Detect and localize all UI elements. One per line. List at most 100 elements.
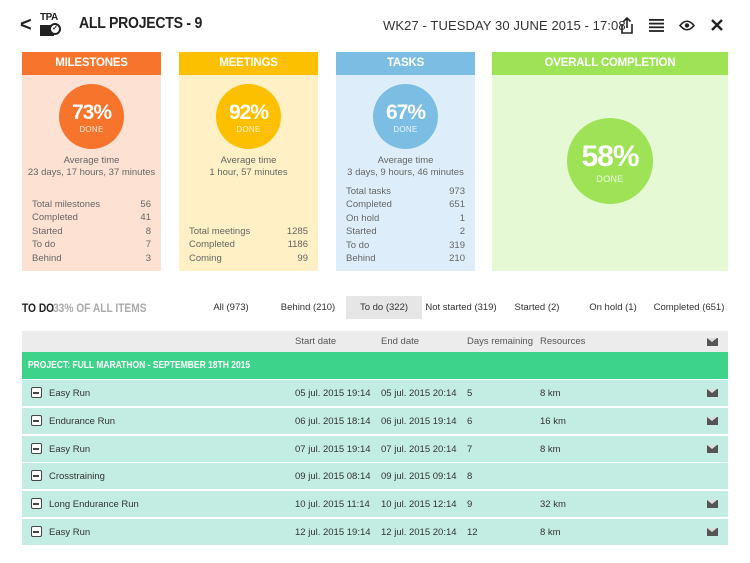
tasks-progress-circle: 67% DONE — [373, 84, 438, 149]
column-days-remaining[interactable]: Days remaining — [467, 336, 533, 347]
tasks-done-label: DONE — [393, 125, 418, 134]
tab-not-started[interactable]: Not started (319) — [425, 302, 497, 313]
stat-label: Behind — [346, 252, 376, 264]
stat-label: Coming — [189, 252, 222, 264]
mail-all-icon[interactable] — [707, 338, 718, 346]
stat-row: Total tasks 973 — [346, 185, 465, 198]
stat-value: 319 — [449, 239, 465, 251]
section-subtitle: 33% OF ALL ITEMS — [53, 301, 147, 315]
row-days-remaining: 12 — [467, 527, 478, 538]
current-datetime: WK27 - TUESDAY 30 JUNE 2015 - 17:08 — [383, 18, 626, 33]
column-end-date[interactable]: End date — [381, 336, 420, 347]
row-name: Easy Run — [49, 527, 91, 538]
tab-started[interactable]: Started (2) — [514, 302, 560, 313]
project-name: PROJECT: FULL MARATHON - SEPTEMBER 18TH … — [28, 360, 251, 371]
table-row[interactable]: Crosstraining 09 jul. 2015 08:14 09 jul. 2… — [22, 463, 728, 491]
row-days-remaining: 7 — [467, 443, 473, 455]
mail-icon[interactable] — [707, 416, 718, 425]
activity-icon — [31, 414, 42, 426]
milestones-percent: 73% — [71, 101, 112, 124]
row-start-date: 12 jul. 2015 19:14 — [295, 527, 371, 538]
activity-icon — [31, 470, 42, 482]
stat-row: On hold 1 — [346, 212, 465, 225]
meetings-progress-circle: 92% DONE — [216, 84, 281, 149]
activity-icon — [31, 526, 42, 537]
stat-label: Total tasks — [346, 186, 391, 197]
row-start-date: 09 jul. 2015 08:14 — [295, 471, 371, 483]
mail-icon[interactable] — [707, 500, 718, 509]
table-row[interactable]: Endurance Run 06 jul. 2015 18:14 06 jul. 2… — [22, 407, 728, 435]
stat-label: On hold — [346, 212, 380, 224]
table-header: Start date End date Days remaining Resou… — [22, 331, 728, 352]
meetings-average-value: 1 hour, 57 minutes — [209, 167, 288, 178]
mail-icon[interactable] — [707, 528, 718, 536]
table-row[interactable]: Easy Run 07 jul. 2015 19:14 07 jul. 2015 2… — [22, 435, 728, 463]
stat-label: Total meetings — [189, 226, 251, 237]
stat-row: Behind 210 — [346, 252, 465, 265]
mail-icon[interactable] — [707, 389, 718, 397]
stat-row: Completed 1186 — [189, 238, 308, 251]
eye-icon[interactable] — [677, 14, 697, 36]
column-start-date[interactable]: Start date — [295, 336, 337, 347]
overall-completion-card[interactable]: OVERALL COMPLETION 58% DONE — [492, 52, 728, 271]
stat-value: 1186 — [287, 239, 308, 251]
table-row[interactable]: Easy Run 12 jul. 2015 19:14 12 jul. 2015 2… — [22, 519, 728, 546]
back-chevron-icon[interactable]: < — [20, 14, 32, 36]
stat-label: Completed — [32, 212, 78, 224]
tab-all[interactable]: All (973) — [213, 302, 249, 313]
meetings-card[interactable]: MEETINGS 92% DONE Average time 1 hour, 5… — [179, 52, 318, 271]
activity-icon — [31, 442, 42, 454]
page-title: ALL PROJECTS - 9 — [79, 15, 203, 32]
row-start-date: 07 jul. 2015 19:14 — [295, 443, 371, 455]
tab-completed[interactable]: Completed (651) — [653, 302, 725, 313]
stat-value: 1 — [459, 212, 465, 224]
milestones-stats: Total milestones 56 Completed 41 Started 8 … — [32, 198, 151, 265]
tab-to-do[interactable]: To do (322) — [346, 296, 422, 319]
tasks-card[interactable]: TASKS 67% DONE Average time 3 days, 9 ho… — [336, 52, 475, 271]
row-resources: 16 km — [540, 415, 566, 427]
list-icon[interactable] — [646, 14, 666, 36]
stat-label: Completed — [346, 199, 392, 211]
milestones-header: MILESTONES — [22, 52, 161, 75]
table-row[interactable]: Long Endurance Run 10 jul. 2015 11:14 10 j… — [22, 491, 728, 519]
stat-label: Completed — [189, 239, 235, 251]
stat-value: 56 — [140, 199, 151, 210]
row-resources: 8 km — [540, 443, 561, 455]
mail-icon[interactable] — [707, 444, 718, 453]
stat-value: 210 — [449, 252, 465, 264]
project-group-header[interactable]: PROJECT: FULL MARATHON - SEPTEMBER 18TH … — [22, 352, 728, 379]
column-resources[interactable]: Resources — [540, 336, 586, 347]
row-end-date: 10 jul. 2015 12:14 — [381, 499, 457, 511]
meetings-header: MEETINGS — [179, 52, 318, 75]
logo-box-icon — [40, 25, 54, 36]
tab-behind[interactable]: Behind (210) — [280, 302, 336, 313]
share-icon[interactable] — [617, 14, 637, 36]
stat-row: Completed 41 — [32, 211, 151, 224]
row-name: Easy Run — [49, 388, 91, 399]
meetings-stats: Total meetings 1285 Completed 1186 Coming 9… — [189, 225, 308, 265]
tasks-average-value: 3 days, 9 hours, 46 minutes — [347, 167, 464, 178]
stat-value: 651 — [449, 199, 465, 211]
table-row[interactable]: Easy Run 05 jul. 2015 19:14 05 jul. 2015 2… — [22, 380, 728, 407]
stat-label: Behind — [32, 252, 62, 264]
meetings-done-label: DONE — [236, 125, 261, 134]
stat-row: Coming 99 — [189, 252, 308, 265]
stat-value: 8 — [145, 225, 151, 237]
stat-row: Behind 3 — [32, 252, 151, 265]
stat-value: 3 — [145, 252, 151, 264]
row-days-remaining: 8 — [467, 471, 473, 483]
app-logo: TPA ✓ — [40, 12, 62, 38]
milestones-progress-circle: 73% DONE — [59, 84, 124, 149]
stat-label: Started — [346, 226, 377, 238]
milestones-card[interactable]: MILESTONES 73% DONE Average time 23 days… — [22, 52, 161, 271]
stat-row: Started 2 — [346, 225, 465, 238]
row-days-remaining: 5 — [467, 388, 473, 399]
meetings-percent: 92% — [228, 101, 269, 124]
row-end-date: 12 jul. 2015 20:14 — [381, 527, 457, 538]
close-icon[interactable] — [707, 14, 727, 36]
tab-on-hold[interactable]: On hold (1) — [589, 302, 637, 313]
overall-done-label: DONE — [596, 174, 624, 184]
overall-percent: 58% — [581, 140, 639, 173]
row-resources: 8 km — [540, 388, 561, 399]
stat-row: Completed 651 — [346, 198, 465, 211]
